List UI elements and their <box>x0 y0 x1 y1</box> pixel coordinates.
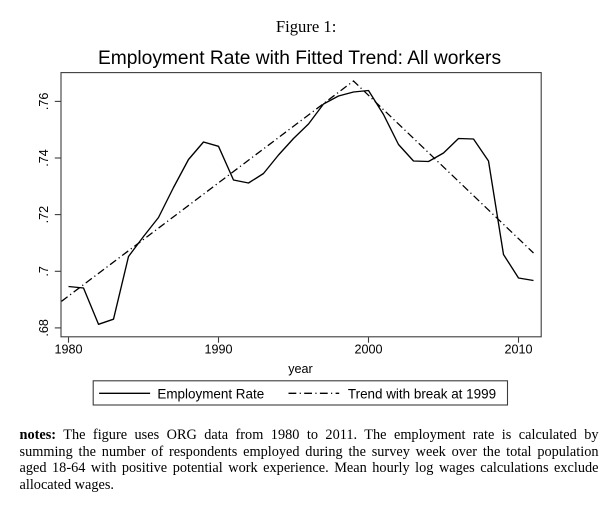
svg-text:Trend with break at 1999: Trend with break at 1999 <box>348 386 496 401</box>
svg-text:.74: .74 <box>37 149 51 167</box>
svg-text:.68: .68 <box>37 319 51 337</box>
svg-text:1980: 1980 <box>54 343 82 357</box>
svg-text:Figure 1:: Figure 1: <box>276 17 337 36</box>
svg-text:year: year <box>288 362 313 376</box>
svg-text:2000: 2000 <box>354 343 382 357</box>
svg-text:.72: .72 <box>37 206 51 224</box>
svg-text:.7: .7 <box>37 266 51 277</box>
svg-text:1990: 1990 <box>204 343 232 357</box>
svg-text:.76: .76 <box>37 93 51 111</box>
svg-text:2010: 2010 <box>504 343 532 357</box>
svg-text:Employment Rate: Employment Rate <box>157 386 264 401</box>
svg-text:Employment Rate with Fitted Tr: Employment Rate with Fitted Trend: All w… <box>98 48 501 69</box>
